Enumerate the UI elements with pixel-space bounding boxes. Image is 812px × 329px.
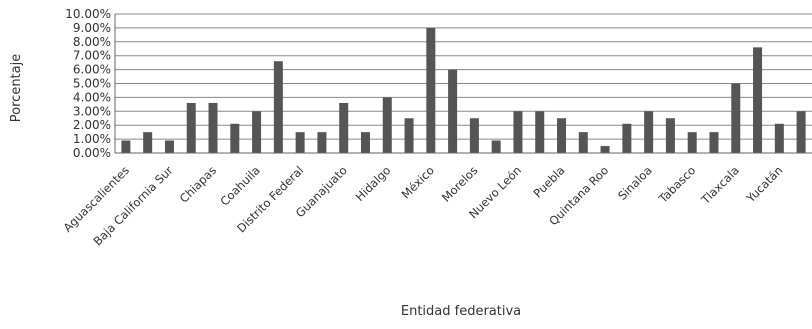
- bar: [796, 111, 806, 153]
- x-axis-title: Entidad federativa: [401, 304, 521, 319]
- x-category-label: Morelos: [439, 163, 481, 205]
- bar: [774, 123, 784, 153]
- bar: [339, 102, 349, 153]
- x-category-label: Coahuila: [217, 163, 262, 208]
- y-tick-label: 1.00%: [73, 132, 111, 146]
- y-tick-label: 4.00%: [73, 90, 111, 104]
- y-tick-label: 2.00%: [73, 118, 111, 132]
- y-tick-label: 10.00%: [65, 7, 111, 21]
- bar: [665, 118, 675, 153]
- y-tick-label: 6.00%: [73, 63, 111, 77]
- x-category-label: México: [399, 163, 437, 201]
- bar: [622, 123, 632, 153]
- bar: [557, 118, 567, 153]
- bar: [317, 132, 327, 153]
- x-category-label: Tabasco: [655, 163, 698, 206]
- bar: [360, 132, 370, 153]
- bar: [491, 140, 501, 153]
- y-tick-label: 7.00%: [73, 49, 111, 63]
- bar: [208, 102, 218, 153]
- bar: [273, 61, 283, 154]
- bar: [709, 132, 719, 153]
- bar: [230, 123, 240, 153]
- y-tick-label: 5.00%: [73, 77, 111, 91]
- bar: [121, 140, 131, 153]
- bar: [448, 69, 458, 153]
- bar: [404, 118, 414, 153]
- x-category-label: Hidalgo: [353, 163, 394, 204]
- bar: [295, 132, 305, 153]
- x-category-label: Chiapas: [177, 163, 219, 205]
- x-category-label: Sinaloa: [615, 163, 655, 203]
- x-category-label: Baja California Sur: [90, 163, 175, 248]
- y-tick-label: 0.00%: [73, 146, 111, 160]
- bar: [644, 111, 654, 153]
- y-tick-label: 3.00%: [73, 104, 111, 118]
- x-category-label: Puebla: [530, 163, 567, 200]
- bar: [687, 132, 697, 153]
- bar: [513, 111, 523, 153]
- bar: [535, 111, 545, 153]
- y-axis-title: Porcentaje: [9, 54, 24, 122]
- y-axis-ticks: 0.00%1.00%2.00%3.00%4.00%5.00%6.00%7.00%…: [65, 7, 111, 160]
- bar: [600, 146, 610, 153]
- bar: [753, 47, 763, 153]
- bar: [143, 132, 153, 153]
- bar: [164, 140, 174, 153]
- x-category-label: Tlaxcala: [698, 163, 742, 207]
- bar: [731, 83, 741, 153]
- y-tick-label: 8.00%: [73, 35, 111, 49]
- bar: [186, 102, 196, 153]
- bar: [469, 118, 479, 153]
- bar: [426, 27, 436, 153]
- bar: [578, 132, 588, 153]
- gridlines: [115, 13, 812, 154]
- bar: [252, 111, 262, 153]
- bar-series: [121, 27, 806, 154]
- x-category-label: Yucatán: [743, 163, 786, 206]
- bar: [382, 97, 392, 153]
- y-tick-label: 9.00%: [73, 21, 111, 35]
